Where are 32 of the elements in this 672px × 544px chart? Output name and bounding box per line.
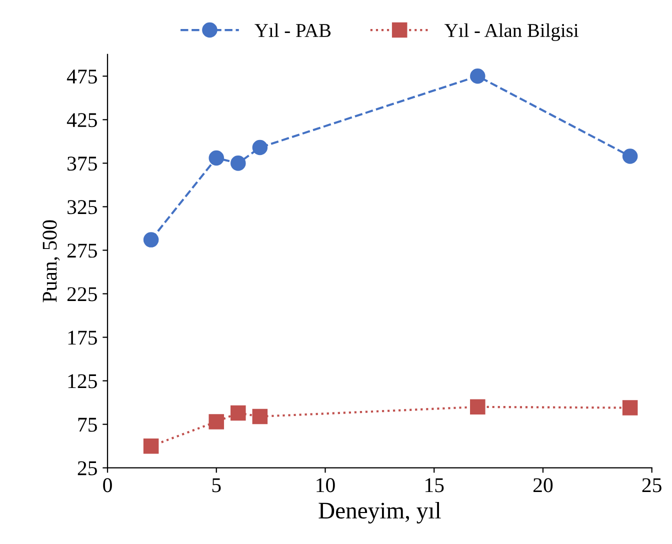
point — [622, 400, 638, 416]
point — [470, 68, 486, 84]
y-tick-label: 225 — [67, 287, 97, 302]
y-tick-label: 325 — [68, 200, 97, 214]
point — [470, 399, 486, 415]
point — [143, 232, 159, 248]
y-tick-label: 75 — [78, 418, 97, 432]
legend-label: Yıl - Alan Bilgisi — [444, 23, 578, 42]
legend-label: Yıl - PAB — [254, 23, 331, 37]
x-tick-label: 0 — [103, 478, 112, 492]
x-tick-label: 20 — [533, 478, 553, 492]
x-tick-label: 15 — [426, 478, 444, 492]
y-tick-label: 125 — [68, 374, 97, 388]
y-tick-label: 25 — [78, 461, 97, 476]
y-axis-title: Puan, 500 — [42, 220, 60, 302]
x-tick-label: 25 — [642, 478, 662, 492]
point — [252, 140, 268, 156]
y-tick-label: 375 — [68, 156, 97, 171]
y-tick-label: 425 — [66, 113, 97, 128]
point — [230, 156, 246, 171]
x-axis-title: Deneyim, yıl — [318, 502, 441, 524]
point — [230, 405, 246, 421]
x-tick-label: 10 — [316, 478, 335, 492]
point — [252, 408, 268, 424]
y-tick-label: 275 — [67, 244, 97, 258]
point — [208, 150, 224, 166]
point — [622, 148, 638, 164]
x-tick-label: 5 — [212, 478, 221, 492]
point — [208, 414, 224, 430]
y-tick-label: 175 — [68, 330, 97, 345]
y-tick-label: 475 — [66, 70, 97, 84]
point — [143, 438, 159, 454]
